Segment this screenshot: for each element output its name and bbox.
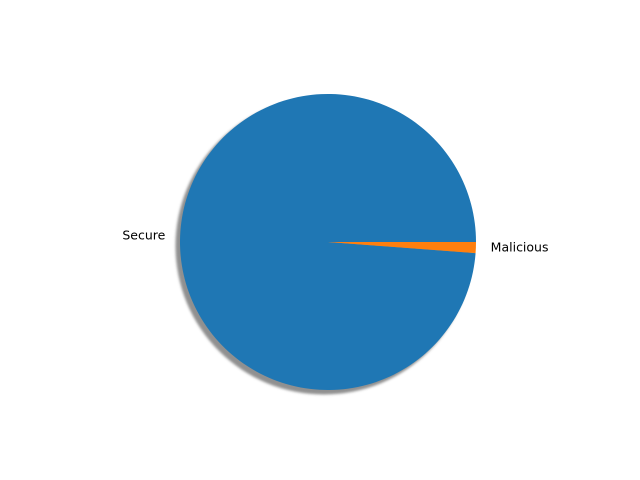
pie-label-malicious: Malicious [491,240,549,255]
pie-label-secure: Secure [122,227,165,242]
pie-labels: Secure Malicious [122,227,548,254]
pie-slice-malicious [328,242,476,254]
pie-slice-secure [180,94,476,391]
pie-slices [180,94,476,391]
